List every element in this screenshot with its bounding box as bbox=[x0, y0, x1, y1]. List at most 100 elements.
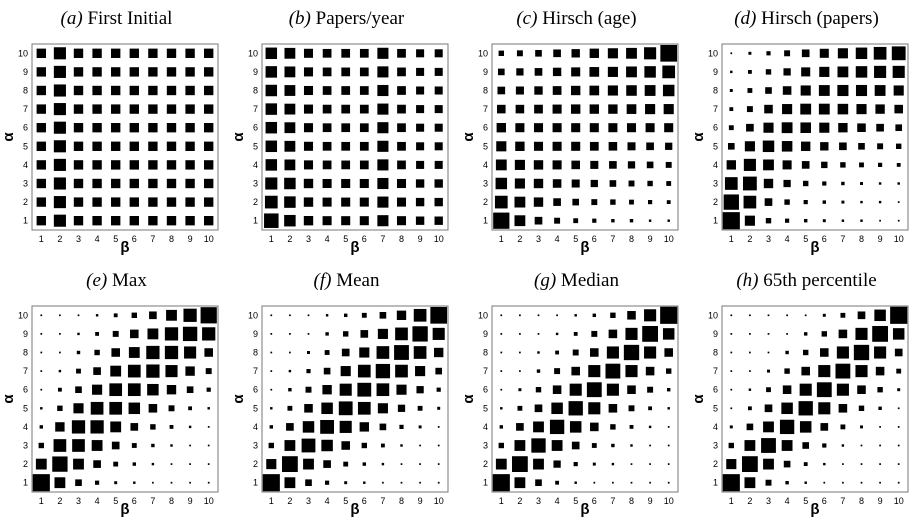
cell-square bbox=[92, 85, 102, 96]
cell-square bbox=[514, 178, 525, 189]
cell-square bbox=[127, 383, 141, 397]
cell-square bbox=[339, 420, 352, 433]
cell-square bbox=[763, 421, 774, 433]
cell-square bbox=[648, 219, 652, 222]
cell-square bbox=[571, 441, 580, 450]
cell-square bbox=[287, 405, 293, 411]
y-tick-label: 1 bbox=[253, 216, 258, 226]
cell-square bbox=[588, 402, 601, 415]
x-tick-label: 1 bbox=[499, 496, 504, 506]
x-tick-label: 5 bbox=[343, 234, 348, 244]
cell-square bbox=[341, 48, 351, 58]
cell-square bbox=[764, 404, 773, 413]
cell-square bbox=[519, 351, 521, 354]
panel-title: (d) Hirsch (papers) bbox=[694, 8, 919, 30]
x-tick-label: 4 bbox=[95, 496, 100, 506]
cell-square bbox=[434, 160, 443, 169]
y-tick-label: 6 bbox=[23, 123, 28, 133]
cell-square bbox=[92, 178, 102, 189]
cell-square bbox=[129, 160, 139, 170]
cell-square bbox=[148, 85, 158, 96]
cell-square bbox=[552, 179, 562, 188]
cell-square bbox=[610, 312, 616, 318]
cell-square bbox=[166, 178, 177, 189]
cell-square bbox=[185, 123, 195, 133]
y-tick-label: 5 bbox=[253, 403, 258, 413]
cell-square bbox=[73, 85, 84, 96]
cell-square bbox=[627, 161, 636, 169]
cell-square bbox=[552, 104, 562, 114]
cell-square bbox=[515, 86, 524, 95]
cell-square bbox=[205, 368, 212, 375]
cell-square bbox=[341, 197, 351, 207]
y-axis-label: α bbox=[234, 132, 247, 142]
cell-square bbox=[32, 474, 50, 492]
cell-square bbox=[416, 142, 425, 151]
panel-label: (e) bbox=[86, 270, 108, 291]
cell-square bbox=[400, 444, 403, 447]
cell-square bbox=[606, 346, 619, 359]
panel-label: (d) bbox=[734, 8, 757, 29]
y-tick-label: 10 bbox=[18, 48, 28, 58]
cell-square bbox=[729, 425, 733, 429]
cell-square bbox=[396, 384, 407, 395]
cell-square bbox=[189, 463, 191, 465]
x-tick-label: 1 bbox=[729, 496, 734, 506]
cell-square bbox=[840, 162, 846, 168]
cell-square bbox=[537, 314, 540, 317]
cell-square bbox=[92, 160, 102, 170]
cell-square bbox=[878, 182, 882, 185]
cell-square bbox=[495, 159, 507, 171]
cell-square bbox=[625, 365, 638, 378]
y-tick-label: 6 bbox=[483, 123, 488, 133]
x-axis-label: β bbox=[810, 239, 819, 256]
cell-square bbox=[874, 346, 887, 359]
cell-square bbox=[95, 480, 100, 485]
cell-square bbox=[897, 463, 900, 465]
cell-square bbox=[730, 407, 733, 410]
x-tick-label: 8 bbox=[859, 496, 864, 506]
cell-square bbox=[166, 197, 177, 207]
cell-square bbox=[151, 443, 155, 448]
cell-square bbox=[289, 333, 291, 335]
cell-square bbox=[306, 369, 311, 374]
cell-square bbox=[341, 441, 350, 450]
y-tick-label: 7 bbox=[253, 104, 258, 114]
cell-square bbox=[744, 141, 755, 152]
cell-square bbox=[747, 88, 753, 93]
cell-square bbox=[359, 347, 370, 358]
cell-square bbox=[726, 459, 737, 470]
y-tick-label: 9 bbox=[713, 67, 718, 77]
cell-square bbox=[325, 314, 329, 317]
x-tick-label: 5 bbox=[113, 234, 118, 244]
cell-square bbox=[667, 426, 670, 428]
cell-square bbox=[284, 440, 296, 451]
cell-square bbox=[742, 456, 758, 472]
cell-square bbox=[786, 333, 788, 335]
cell-square bbox=[129, 141, 139, 151]
cell-square bbox=[666, 181, 672, 186]
cell-square bbox=[399, 424, 404, 429]
cell-square bbox=[860, 481, 863, 484]
cell-square bbox=[611, 462, 615, 466]
cell-square bbox=[111, 197, 121, 207]
cell-square bbox=[610, 424, 616, 430]
cell-square bbox=[302, 421, 315, 433]
y-tick-label: 10 bbox=[478, 310, 488, 320]
cell-square bbox=[284, 85, 296, 96]
cell-square bbox=[891, 46, 906, 61]
cell-square bbox=[146, 345, 160, 360]
cell-square bbox=[377, 159, 389, 171]
cell-square bbox=[92, 48, 102, 58]
cell-square bbox=[53, 140, 66, 153]
chart-plot-b: 1 2 3 4 5 6 7 8 9 10 1 2 3 4 5 6 7 8 9 10 β α bbox=[234, 43, 449, 256]
cell-square bbox=[763, 122, 774, 133]
cell-square bbox=[897, 182, 900, 185]
cell-square bbox=[897, 426, 900, 428]
cell-square bbox=[873, 46, 887, 60]
cell-square bbox=[648, 425, 652, 429]
cell-square bbox=[840, 424, 846, 430]
cell-square bbox=[874, 309, 886, 322]
cell-square bbox=[95, 314, 99, 317]
cell-square bbox=[897, 481, 900, 484]
